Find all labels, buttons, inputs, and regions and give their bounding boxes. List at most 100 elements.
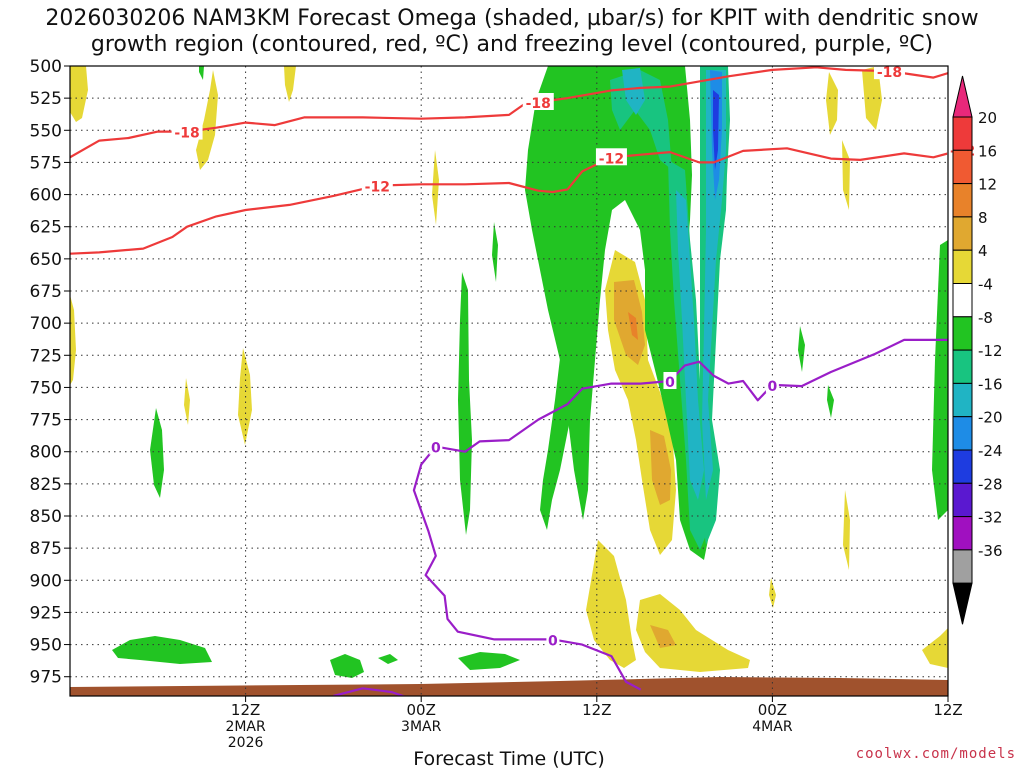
omega-region-pos-4 (196, 70, 218, 170)
omega-region-neg-4 (150, 408, 164, 498)
colorbar-bottom-arrow (952, 582, 973, 625)
omega-region-neg-4 (492, 222, 498, 282)
omega-region-pos-4 (184, 378, 190, 425)
y-tick-label: 650 (30, 250, 62, 270)
x-tick-label: 12Z (231, 701, 260, 719)
colorbar-label: -20 (978, 409, 1003, 427)
y-tick-label: 750 (30, 378, 62, 398)
y-tick-label: 500 (30, 57, 62, 77)
contour-label-bg (171, 122, 203, 140)
omega-region-pos-4 (586, 540, 636, 668)
omega-region-neg-4 (798, 326, 805, 372)
y-tick-label: 625 (30, 218, 62, 238)
colorbar-label: -12 (978, 342, 1003, 360)
y-tick-label: 725 (30, 346, 62, 366)
y-tick-label: 800 (30, 443, 62, 463)
omega-region-neg-4 (932, 240, 948, 520)
contour-label: 0 (768, 379, 778, 395)
contour-label: -12 (599, 151, 624, 167)
omega-region-neg-4 (112, 636, 212, 664)
omega-region-pos-4 (70, 295, 76, 385)
x-tick-label: 00Z (758, 701, 787, 719)
contour-label-bg (765, 375, 779, 393)
colorbar-swatch (952, 416, 973, 451)
y-tick-label: 550 (30, 121, 62, 141)
x-tick-label: 00Z (407, 701, 436, 719)
contour-label: 0 (548, 633, 558, 649)
contour-label: -18 (174, 126, 199, 142)
omega-region-neg-4 (827, 385, 834, 418)
x-tick-label: 3MAR (401, 719, 442, 735)
y-tick-label: 675 (30, 282, 62, 302)
omega-region-neg-4 (330, 654, 364, 678)
omega-region-pos-4 (284, 66, 296, 102)
x-tick-label: 2MAR (225, 719, 266, 735)
contour-label-bg (546, 630, 560, 648)
omega-region-pos-4 (922, 628, 948, 668)
colorbar-swatch (952, 482, 973, 518)
colorbar-swatch (952, 516, 973, 551)
omega-region-pos-8 (650, 625, 676, 648)
colorbar-swatch (952, 382, 973, 418)
colorbar-label: 12 (978, 176, 997, 194)
colorbar-swatch (952, 283, 973, 318)
x-tick-label: 12Z (933, 701, 962, 719)
plot-frame (69, 65, 949, 697)
site-watermark: coolwx.com/models (855, 746, 1016, 762)
contour-label-bg (429, 437, 443, 455)
omega-region-pos-4 (843, 490, 850, 570)
omega-region-neg-4 (199, 66, 204, 80)
y-axis: 500 525 550 575 600 625 650 675 700 725 750 775 800 8… (30, 57, 70, 688)
y-tick-label: 975 (30, 668, 62, 688)
contour-label: -12 (365, 180, 390, 196)
contour-line (70, 147, 948, 255)
contour-label: -18 (526, 96, 551, 112)
omega-region-pos-8 (650, 430, 671, 505)
colorbar-label: -8 (978, 309, 993, 327)
colorbar-label: -28 (978, 475, 1003, 493)
omega-region-neg-4 (525, 66, 708, 560)
colorbar-swatch (952, 349, 973, 384)
y-tick-label: 600 (30, 186, 62, 206)
colorbar-label: -36 (978, 542, 1003, 560)
omega-region-pos-4 (769, 578, 776, 608)
contour-label: 0 (431, 441, 441, 457)
omega-region-pos-4 (842, 140, 850, 210)
contour-label: 0 (665, 375, 675, 391)
colorbar-label: -24 (978, 442, 1003, 460)
contour-label-bg (522, 93, 554, 110)
omega-region-pos-4 (636, 594, 750, 672)
colorbar-label: 8 (978, 209, 988, 227)
omega-region-pos-8 (614, 280, 645, 365)
colorbar-label: -16 (978, 375, 1003, 393)
omega-region-neg-12 (702, 70, 726, 500)
omega-region-neg-4 (458, 652, 520, 670)
colorbar-swatch (952, 249, 973, 284)
x-tick-label: 12Z (582, 701, 611, 719)
colorbar: 20 16 12 8 4 -4 -8 -12 -16 -20 -24 -28 -32 -36 (952, 75, 1003, 625)
colorbar-swatch (952, 449, 973, 484)
colorbar-label: 20 (978, 109, 997, 127)
y-tick-label: 575 (30, 153, 62, 173)
omega-region-pos-12 (628, 312, 638, 340)
omega-region-neg-12 (622, 68, 645, 115)
x-tick-label: 4MAR (752, 719, 793, 735)
y-tick-label: 825 (30, 475, 62, 495)
omega-region-pos-4 (70, 66, 88, 122)
colorbar-label: 4 (978, 242, 988, 260)
y-tick-label: 700 (30, 314, 62, 334)
chart-title-line-2: growth region (contoured, red, ºC) and f… (90, 32, 934, 57)
omega-region-neg-4 (378, 654, 398, 664)
colorbar-top-arrow (952, 75, 973, 118)
contour-line (412, 445, 642, 691)
x-tick-label: 2026 (228, 735, 264, 751)
omega-region-neg-12 (676, 190, 704, 500)
colorbar-label: 16 (978, 142, 997, 160)
omega-shading (70, 66, 948, 678)
contour-label-bg (361, 176, 393, 194)
colorbar-label: -4 (978, 276, 993, 294)
omega-region-neg-4 (458, 272, 472, 535)
omega-region-pos-4 (432, 150, 439, 225)
